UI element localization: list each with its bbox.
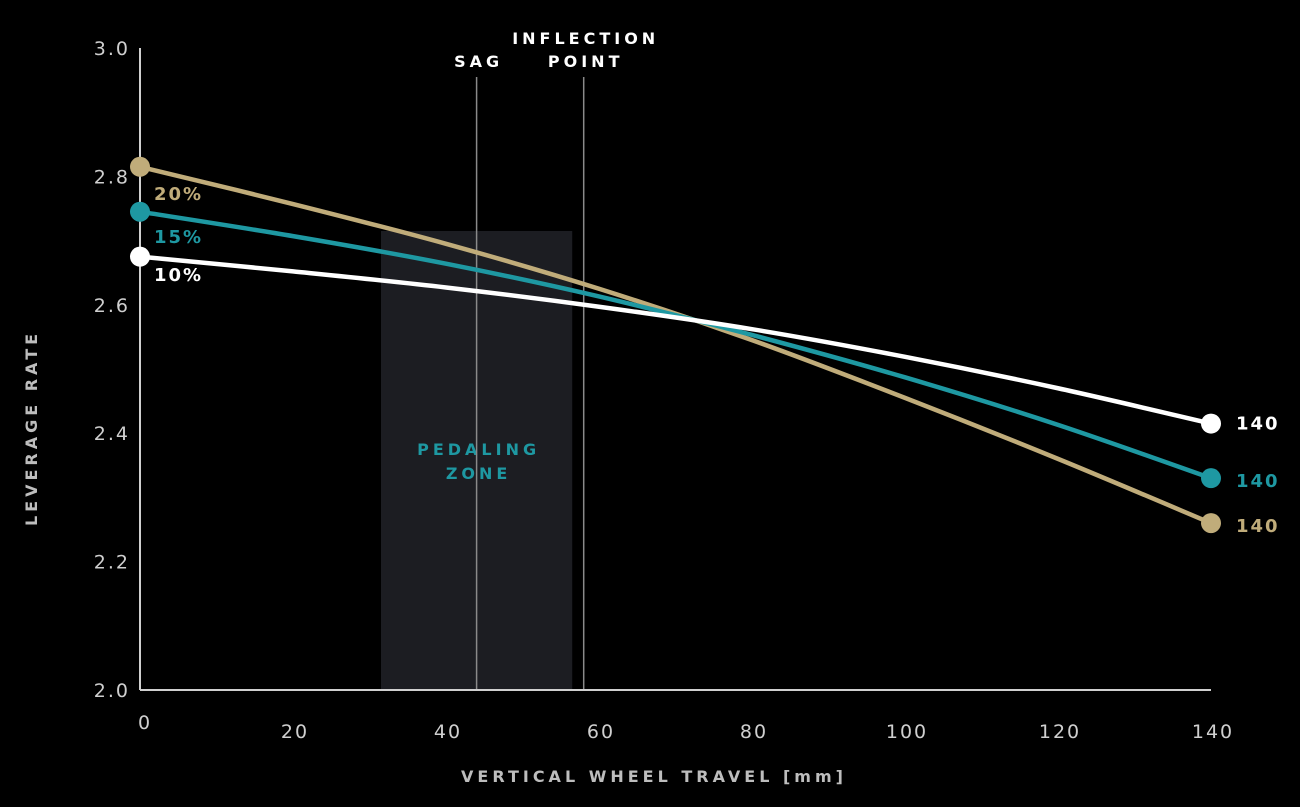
y-tick-label: 2.4	[94, 423, 130, 445]
series-end-point-10-percent	[1201, 413, 1221, 434]
series-end-label-20-percent: 140	[1236, 516, 1280, 537]
inflection-point-marker-label: INFLECTION	[512, 29, 659, 48]
pedaling-zone-label: ZONE	[446, 464, 512, 483]
x-axis-title: VERTICAL WHEEL TRAVEL [mm]	[461, 767, 847, 786]
x-tick-label: 0	[138, 712, 152, 734]
x-tick-label: 100	[886, 721, 928, 743]
series-line-15-percent	[137, 209, 1214, 481]
series-start-label-10-percent: 10%	[154, 265, 203, 286]
y-tick-label: 2.2	[94, 552, 130, 574]
y-tick-label: 2.0	[94, 680, 130, 702]
series-start-label-20-percent: 20%	[154, 184, 203, 205]
x-tick-label: 140	[1192, 721, 1234, 743]
series-end-label-15-percent: 140	[1236, 471, 1280, 492]
series-layer: 20% 140 15% 140 10% 140	[130, 156, 1280, 537]
y-tick-label: 2.8	[94, 166, 130, 188]
x-tick-label: 120	[1039, 721, 1081, 743]
x-tick-label: 20	[281, 721, 309, 743]
x-tick-label: 80	[740, 721, 768, 743]
y-tick-label: 3.0	[94, 38, 130, 60]
tick-layer: 0 20 40 60 80 100 120 140 2.0 2.2 2.4 2.6 2.8 3.0	[94, 38, 1234, 743]
series-start-label-15-percent: 15%	[154, 227, 203, 248]
y-tick-label: 2.6	[94, 295, 130, 317]
series-start-point-20-percent	[130, 156, 150, 177]
marker-layer: SAG INFLECTION POINT	[454, 29, 659, 690]
y-axis-title: LEVERAGE RATE	[22, 330, 41, 526]
x-tick-label: 60	[587, 721, 615, 743]
series-end-point-15-percent	[1201, 468, 1221, 489]
series-line-20-percent	[137, 164, 1214, 526]
series-end-label-10-percent: 140	[1236, 414, 1280, 435]
series-start-point-15-percent	[130, 201, 150, 222]
series-end-point-20-percent	[1201, 513, 1221, 534]
series-start-point-10-percent	[130, 246, 150, 267]
x-tick-label: 40	[434, 721, 462, 743]
pedaling-zone-label: PEDALING	[417, 440, 540, 459]
series-line-10-percent	[137, 254, 1214, 426]
axis-layer	[139, 48, 1211, 691]
sag-marker-label: SAG	[454, 52, 503, 71]
inflection-point-marker-label: POINT	[548, 52, 624, 71]
